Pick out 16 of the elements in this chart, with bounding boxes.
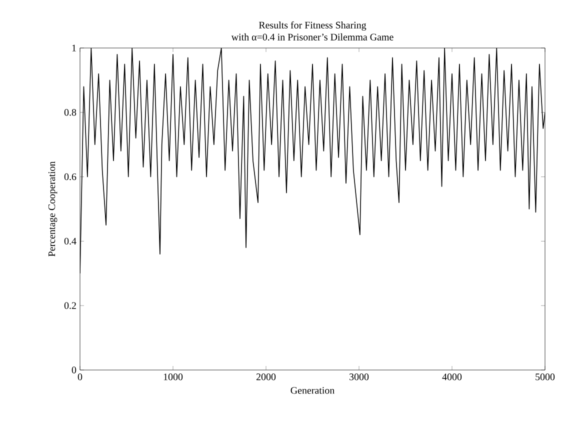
- x-tick-label: 4000: [442, 374, 462, 380]
- y-axis-title: Percentage Cooperation: [48, 161, 58, 256]
- x-tick-label: 5000: [536, 374, 555, 380]
- y-tick-label: 0.2: [64, 302, 76, 309]
- y-tick-label: 1: [72, 44, 76, 52]
- y-tick-label: 0.4: [64, 238, 76, 245]
- x-tick-label: 2000: [256, 374, 276, 380]
- x-tick-label: 1000: [164, 374, 183, 380]
- x-tick-label: 0: [78, 374, 82, 380]
- y-tick-label: 0.6: [64, 173, 76, 180]
- x-tick-label: 3000: [350, 374, 369, 380]
- chart-subtitle: with α=0.4 in Prisoner’s Dilemma Game: [231, 33, 394, 40]
- x-axis-title: Generation: [290, 387, 334, 394]
- chart-title: Results for Fitness Sharing: [258, 21, 366, 31]
- y-tick-label: 0: [72, 366, 76, 374]
- y-tick-label: 0.8: [64, 109, 76, 116]
